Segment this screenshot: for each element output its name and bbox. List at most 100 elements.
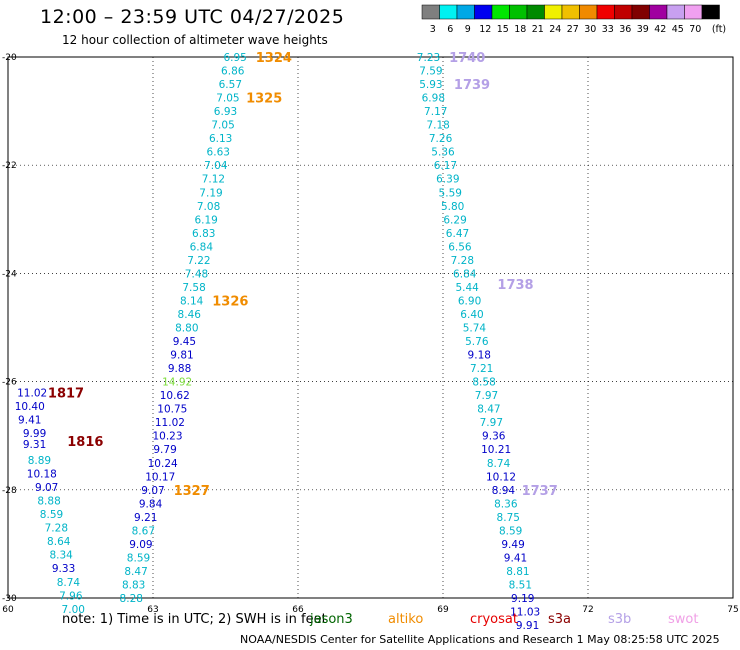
- colorbar-tick-label: 15: [497, 24, 509, 35]
- wave-height-value: 11.02: [17, 387, 47, 399]
- pass-label: 1739: [454, 78, 490, 93]
- wave-height-value: 7.22: [187, 255, 210, 267]
- wave-height-value: 7.97: [475, 390, 498, 402]
- footer-note: note: 1) Time is in UTC; 2) SWH is in fe…: [62, 612, 327, 627]
- x-tick-label: 60: [2, 605, 14, 615]
- wave-height-value: 5.80: [441, 201, 464, 213]
- colorbar-tick-label: 39: [637, 24, 649, 35]
- wave-height-value: 5.93: [419, 79, 442, 91]
- wave-height-value: 7.08: [197, 201, 220, 213]
- wave-height-value: 7.04: [204, 160, 228, 172]
- wave-height-value: 6.95: [223, 52, 246, 64]
- wave-height-value: 9.21: [134, 512, 157, 524]
- wave-height-value: 8.59: [127, 552, 150, 564]
- wave-height-value: 10.75: [157, 404, 187, 416]
- wave-height-value: 6.39: [436, 174, 459, 186]
- y-tick-label: -22: [2, 161, 17, 171]
- wave-height-value: 6.83: [192, 228, 215, 240]
- wave-height-value: 10.23: [152, 431, 182, 443]
- wave-height-value: 7.21: [470, 363, 493, 375]
- wave-height-value: 9.36: [482, 431, 506, 443]
- colorbar-swatch: [701, 4, 720, 20]
- wave-height-value: 7.05: [211, 120, 234, 132]
- wave-height-value: 9.18: [468, 350, 491, 362]
- mission-label-s3b: s3b: [608, 612, 632, 627]
- wave-height-value: 8.34: [49, 550, 73, 562]
- wave-height-value: 7.28: [451, 255, 474, 267]
- pass-label: 1817: [48, 386, 84, 401]
- wave-height-value: 8.74: [487, 458, 511, 470]
- wave-height-value: 10.40: [15, 401, 45, 413]
- x-tick-label: 72: [582, 605, 593, 615]
- plot-frame: [7, 56, 734, 599]
- wave-height-value: 6.47: [446, 228, 469, 240]
- wave-height-value: 9.88: [168, 363, 191, 375]
- wave-height-value: 7.48: [185, 268, 208, 280]
- wave-height-value: 8.59: [499, 525, 522, 537]
- y-tick-label: -30: [2, 594, 17, 604]
- wave-height-value: 8.47: [124, 566, 147, 578]
- wave-height-value: 7.17: [424, 106, 447, 118]
- mission-label-s3a: s3a: [548, 612, 572, 627]
- wave-height-value: 14.92: [162, 377, 192, 389]
- colorbar-tick-label: 24: [549, 24, 561, 35]
- wave-height-value: 8.67: [132, 525, 155, 537]
- wave-height-value: 9.41: [504, 552, 527, 564]
- colorbar-tick-label: 30: [584, 24, 596, 35]
- map-title: 12:00 – 23:59 UTC 04/27/2025: [40, 6, 345, 28]
- pass-label: 1324: [256, 51, 292, 66]
- pass-label: 1740: [449, 51, 485, 66]
- x-tick-label: 75: [727, 605, 738, 615]
- wave-height-value: 8.83: [122, 579, 145, 591]
- colorbar-tick-label: 27: [567, 24, 579, 35]
- pass-label: 1327: [174, 484, 210, 499]
- colorbar-tick-label: 18: [514, 24, 526, 35]
- wave-height-value: 6.93: [214, 106, 237, 118]
- wave-height-value: 9.41: [18, 414, 41, 426]
- pass-label: 1738: [497, 278, 533, 293]
- wave-height-value: 9.19: [511, 593, 534, 605]
- wave-height-value: 8.94: [492, 485, 516, 497]
- pass-label: 1325: [246, 92, 282, 107]
- wave-height-value: 5.44: [455, 282, 479, 294]
- colorbar-tick-label: 12: [479, 24, 491, 35]
- wave-height-value: 8.47: [477, 404, 500, 416]
- colorbar-unit-label: (ft): [712, 24, 726, 35]
- wave-height-value: 7.26: [429, 133, 453, 145]
- wave-height-value: 7.19: [199, 187, 222, 199]
- wave-height-value: 7.12: [202, 174, 225, 186]
- wave-height-value: 5.59: [439, 187, 462, 199]
- mission-label-jason3: jason3: [310, 612, 353, 627]
- wave-height-value: 9.33: [52, 563, 75, 575]
- wave-height-value: 6.19: [194, 214, 217, 226]
- wave-height-value: 10.18: [27, 469, 57, 481]
- wave-height-value: 11.02: [155, 417, 185, 429]
- wave-height-value: 8.58: [472, 377, 495, 389]
- wave-height-value: 8.74: [57, 577, 81, 589]
- wave-height-value: 11.03: [510, 607, 540, 619]
- wave-height-value: 10.24: [148, 458, 178, 470]
- wave-height-value: 6.84: [453, 268, 477, 280]
- wave-height-value: 6.56: [448, 241, 472, 253]
- wave-height-value: 10.21: [481, 444, 511, 456]
- wave-height-value: 9.45: [173, 336, 196, 348]
- wave-height-value: 8.80: [175, 323, 198, 335]
- wave-height-value: 8.46: [178, 309, 202, 321]
- colorbar-tick-label: 36: [619, 24, 631, 35]
- wave-height-value: 5.76: [465, 336, 489, 348]
- x-tick-label: 66: [292, 605, 304, 615]
- x-tick-label: 63: [147, 605, 158, 615]
- wave-height-value: 7.28: [45, 523, 68, 535]
- pass-label: 1326: [212, 294, 248, 309]
- wave-height-value: 7.58: [182, 282, 205, 294]
- wave-height-value: 6.29: [443, 214, 466, 226]
- wave-height-value: 6.40: [460, 309, 483, 321]
- wave-height-value: 9.91: [516, 620, 539, 632]
- y-tick-label: -28: [2, 486, 17, 496]
- wave-height-value: 8.81: [506, 566, 529, 578]
- wave-height-value: 7.05: [216, 93, 239, 105]
- pass-label: 1737: [522, 484, 558, 499]
- wave-height-value: 9.07: [35, 482, 58, 494]
- wave-height-value: 6.13: [209, 133, 232, 145]
- wave-height-value: 9.81: [170, 350, 193, 362]
